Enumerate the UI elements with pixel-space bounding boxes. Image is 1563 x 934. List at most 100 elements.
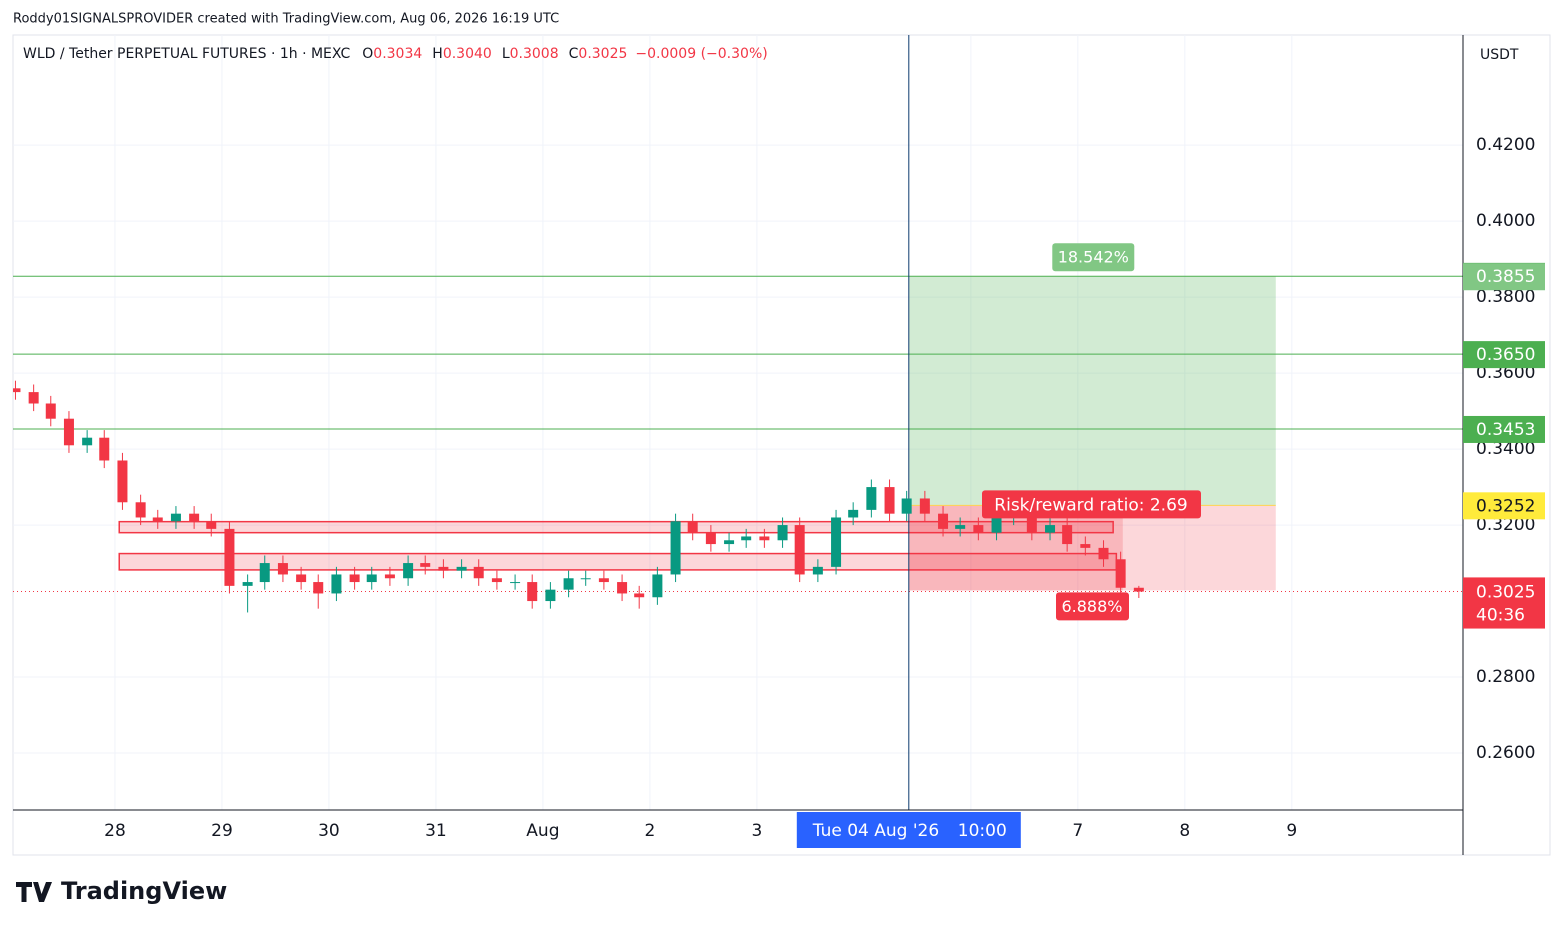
stop-area [908, 505, 1276, 591]
y-tick-label: 0.4000 [1476, 211, 1535, 231]
legend-value: 0.3008 [510, 46, 559, 62]
price-badge [1463, 263, 1545, 291]
legend-key: H [432, 46, 443, 62]
price-badge-label: 0.3855 [1476, 267, 1535, 287]
candle-body [117, 460, 128, 503]
y-tick-label: 0.3800 [1476, 287, 1535, 307]
candle-body [884, 487, 895, 514]
legend-title: WLD / Tether PERPETUAL FUTURES · 1h · ME… [23, 46, 350, 62]
candle-body [259, 563, 270, 583]
candle-body [45, 403, 56, 419]
x-tick-label: Aug [526, 821, 559, 841]
candle-body [1115, 559, 1126, 588]
price-badge-label: 0.3025 [1476, 583, 1535, 603]
candle-body [724, 540, 735, 545]
candle-body [759, 536, 770, 541]
x-tick-label: 30 [318, 821, 340, 841]
candle-body [866, 487, 877, 510]
candle-body [313, 582, 324, 594]
legend-key: O [362, 46, 373, 62]
countdown: 40:36 [1476, 606, 1525, 626]
x-tick-label: 8 [1179, 821, 1190, 841]
x-tick-label: 31 [425, 821, 447, 841]
zone [118, 520, 1114, 534]
candle-body [1026, 513, 1037, 533]
candle-body [152, 517, 163, 522]
x-tick-label: 28 [104, 821, 126, 841]
candle-body [687, 521, 698, 533]
legend-key: C [569, 46, 579, 62]
y-tick-label: 0.4200 [1476, 135, 1535, 155]
candle-body [919, 498, 930, 514]
logo-text: TradingView [61, 877, 227, 905]
candle-body [1098, 547, 1109, 560]
crosshair-date: Tue 04 Aug '26 [812, 821, 939, 841]
y-unit: USDT [1480, 47, 1519, 63]
candle-body [224, 528, 235, 586]
candle-body [82, 437, 93, 446]
price-badge-label: 0.3453 [1476, 420, 1535, 440]
candle-body [170, 513, 181, 522]
candle-body [634, 593, 645, 598]
candle-body [901, 498, 912, 514]
candle-body [28, 392, 39, 404]
candle-body [13, 388, 21, 393]
candle-body [242, 582, 253, 586]
candle-body [366, 574, 377, 583]
candle-body [1045, 525, 1056, 533]
y-tick-label: 0.3400 [1476, 439, 1535, 459]
logo: TradingView [16, 877, 227, 905]
candle-body [296, 574, 307, 583]
header: Roddy01SIGNALSPROVIDER created with Trad… [13, 12, 559, 27]
legend: WLD / Tether PERPETUAL FUTURES · 1h · ME… [23, 46, 768, 62]
candle-body [99, 437, 110, 461]
legend-value: 0.3034 [373, 46, 422, 62]
candle-body [206, 521, 217, 529]
stop-label: 6.888% [1061, 597, 1122, 616]
legend-value: 0.3040 [443, 46, 492, 62]
target-label-bg [1052, 243, 1135, 272]
candle-body [456, 566, 467, 571]
candle-body [812, 566, 823, 575]
candle-body [135, 502, 146, 518]
stop-label-bg [1056, 592, 1129, 621]
target-label-group: 18.542% Risk/reward ratio: 2.69 6.888% [982, 243, 1201, 621]
candle-body [670, 521, 681, 575]
candle-body [741, 536, 752, 541]
crosshair-time: 10:00 [958, 821, 1007, 841]
y-tick-label: 0.3200 [1476, 515, 1535, 535]
y-tick-label: 0.2600 [1476, 743, 1535, 763]
crosshair-label-bg [796, 812, 1021, 848]
price-badge [1463, 341, 1545, 369]
x-tick-label: 9 [1286, 821, 1297, 841]
candle-body [1080, 544, 1091, 548]
candle-body [277, 563, 288, 575]
candle-body [973, 525, 984, 533]
candle-body [991, 517, 1002, 533]
candle-body [527, 582, 538, 602]
price-badge [1463, 492, 1545, 520]
price-badge [1463, 578, 1545, 629]
candle-body [794, 525, 805, 575]
candle-body [848, 509, 859, 518]
candle-body [420, 563, 431, 567]
candle-body [598, 578, 609, 583]
x-tick-label: 7 [1072, 821, 1083, 841]
candle-body [938, 513, 949, 529]
target-label: 18.542% [1058, 248, 1129, 267]
candle-body [545, 589, 556, 602]
price-badge-label: 0.3252 [1476, 496, 1535, 516]
legend-value: 0.3025 [578, 46, 627, 62]
candle-body [777, 525, 788, 541]
ratio-label-bg [982, 490, 1201, 519]
target-area [908, 276, 1276, 506]
candle-body [510, 582, 521, 584]
candle-body [349, 574, 360, 583]
legend-change: −0.0009 (−0.30%) [635, 46, 767, 62]
x-tick-label: 3 [751, 821, 762, 841]
candle-body [652, 574, 663, 598]
candle-body [1062, 525, 1073, 545]
candle-body [955, 525, 966, 529]
